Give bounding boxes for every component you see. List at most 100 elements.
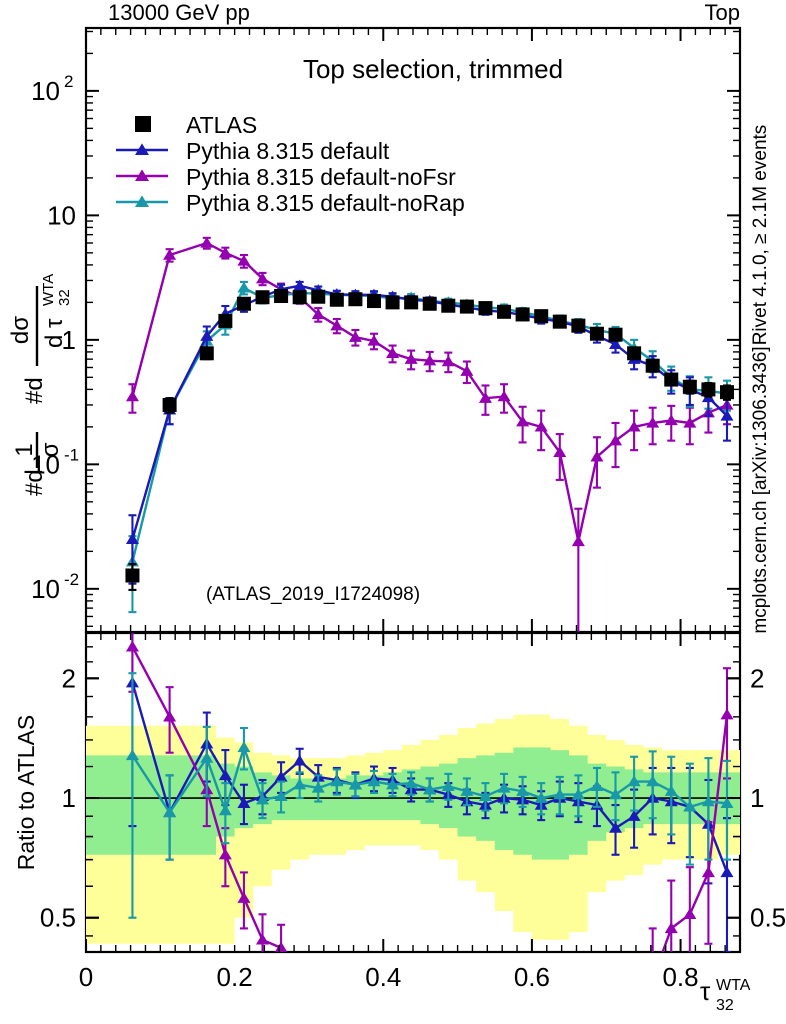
- data-marker-triangle: [163, 710, 177, 722]
- data-marker-square: [441, 298, 456, 313]
- data-marker-triangle: [646, 775, 660, 787]
- legend-item[interactable]: Pythia 8.315 default-noFsr: [116, 164, 456, 190]
- data-marker-triangle: [516, 785, 530, 796]
- data-marker-square: [478, 301, 493, 316]
- data-marker-square: [608, 327, 623, 342]
- svg-text:32: 32: [56, 289, 73, 306]
- svg-text:10: 10: [31, 76, 60, 106]
- header-right-label: Top: [705, 0, 740, 25]
- series-line: [131, 241, 728, 542]
- data-marker-triangle: [683, 908, 697, 919]
- data-marker-triangle: [441, 355, 455, 367]
- ratio-ytick-label: 1: [62, 783, 76, 813]
- ratio-ytick-label-right: 0.5: [750, 903, 786, 933]
- data-marker-triangle: [534, 791, 548, 803]
- main-ytick-label: 10 -2: [31, 570, 79, 604]
- watermark-label: (ATLAS_2019_I1724098): [206, 584, 420, 605]
- data-marker-triangle: [627, 420, 641, 432]
- svg-text:2: 2: [64, 72, 73, 91]
- data-marker-triangle: [293, 778, 307, 790]
- data-marker-triangle: [330, 319, 344, 331]
- svg-text:10: 10: [47, 200, 76, 230]
- data-marker-triangle: [256, 933, 270, 945]
- data-marker-triangle: [571, 535, 585, 547]
- data-marker-triangle: [553, 446, 567, 457]
- data-marker-triangle: [293, 1000, 306, 1011]
- data-marker-square: [404, 295, 419, 310]
- data-marker-triangle: [646, 416, 660, 428]
- data-marker-square: [366, 294, 381, 309]
- data-marker-triangle: [386, 347, 400, 358]
- svg-text:d τ: d τ: [41, 318, 68, 348]
- data-marker-square: [329, 292, 344, 307]
- data-marker-square: [236, 296, 251, 311]
- ratio-ytick-label: 2: [62, 663, 76, 693]
- data-marker-triangle: [293, 279, 307, 291]
- data-marker-triangle: [293, 754, 307, 766]
- legend-label: Pythia 8.315 default: [186, 138, 390, 164]
- data-marker-triangle: [311, 781, 325, 793]
- data-marker-square: [719, 385, 734, 400]
- data-marker-square: [385, 295, 400, 310]
- data-marker-square: [162, 397, 177, 412]
- svg-text:WTA: WTA: [716, 977, 751, 994]
- data-marker-triangle: [163, 248, 177, 260]
- data-marker-triangle: [367, 334, 381, 346]
- svg-text:WTA: WTA: [40, 274, 57, 306]
- data-marker-triangle: [664, 922, 678, 934]
- data-marker-triangle: [274, 790, 288, 801]
- data-marker-square: [571, 318, 586, 333]
- data-marker-triangle: [200, 330, 214, 341]
- data-marker-square: [589, 326, 604, 341]
- ratio-ylabel: Ratio to ATLAS: [13, 715, 39, 871]
- data-marker-triangle: [664, 785, 678, 796]
- header-left-label: 13000 GeV pp: [108, 0, 250, 25]
- legend-item[interactable]: Pythia 8.315 default: [116, 138, 390, 164]
- main-ytick-label: 10 2: [31, 72, 73, 106]
- data-marker-triangle: [571, 788, 585, 800]
- svg-text:-1: -1: [64, 445, 79, 464]
- data-marker-triangle: [386, 778, 400, 790]
- data-marker-triangle: [423, 783, 437, 795]
- data-marker-triangle: [497, 390, 511, 402]
- data-marker-square: [292, 290, 307, 305]
- data-marker-square: [422, 296, 437, 311]
- x-tick-label: 0.6: [514, 962, 550, 992]
- data-marker-triangle: [720, 708, 734, 720]
- svg-text:σ: σ: [37, 442, 64, 457]
- data-marker-triangle: [274, 770, 288, 782]
- data-marker-square: [255, 290, 270, 305]
- main-ytick-label: 1: [62, 325, 76, 355]
- data-marker-triangle: [218, 769, 232, 781]
- data-marker-triangle: [404, 776, 418, 788]
- data-marker-triangle: [590, 780, 604, 792]
- ratio-ytick-label: 0.5: [40, 903, 76, 933]
- side-label-rivet: Rivet 4.1.0, ≥ 2.1M events: [750, 125, 771, 346]
- data-marker-square: [701, 382, 716, 397]
- data-marker-triangle: [218, 246, 232, 258]
- data-marker-square: [552, 314, 567, 329]
- legend-item[interactable]: ATLAS: [135, 112, 257, 138]
- data-marker-square: [645, 358, 660, 373]
- data-marker-triangle: [683, 800, 697, 812]
- x-tick-label: 0: [79, 962, 93, 992]
- svg-text:#d: #d: [21, 377, 48, 404]
- legend-item[interactable]: Pythia 8.315 default-noRap: [116, 190, 465, 216]
- data-marker-square: [274, 289, 289, 304]
- data-marker-square: [534, 309, 549, 324]
- data-marker-triangle: [460, 365, 474, 376]
- ratio-ytick-label-right: 2: [750, 663, 764, 693]
- legend-label: Pythia 8.315 default-noRap: [186, 190, 465, 216]
- data-marker-triangle: [423, 354, 437, 366]
- data-marker-triangle: [627, 775, 641, 787]
- data-marker-triangle: [609, 338, 623, 350]
- data-marker-square: [311, 289, 326, 304]
- data-marker-triangle: [609, 788, 623, 800]
- legend-label: ATLAS: [186, 112, 257, 138]
- data-marker-triangle: [125, 640, 139, 652]
- data-marker-triangle: [609, 434, 623, 446]
- svg-text:τ: τ: [700, 976, 711, 1006]
- data-marker-triangle: [237, 741, 251, 753]
- data-marker-triangle: [274, 941, 288, 952]
